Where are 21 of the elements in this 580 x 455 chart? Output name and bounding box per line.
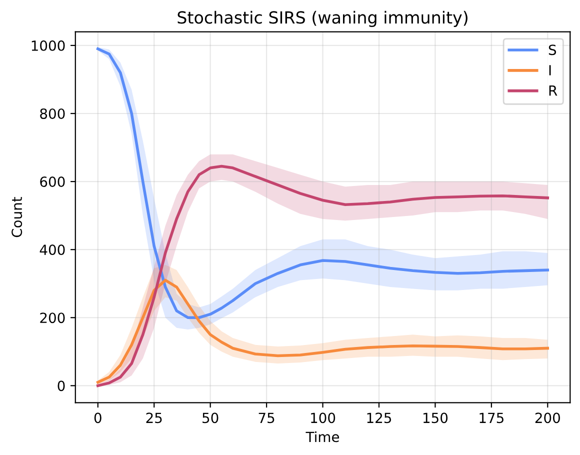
- x-tick-label: 0: [94, 412, 102, 424]
- x-tick-label: 25: [146, 412, 162, 424]
- x-tick-label: 100: [311, 412, 336, 424]
- legend-label: S: [548, 44, 556, 56]
- y-axis-title: Count: [12, 196, 22, 238]
- chart-title: Stochastic SIRS (waning immunity): [178, 10, 468, 27]
- legend-label: R: [549, 86, 558, 96]
- y-tick-label: 0: [58, 380, 65, 392]
- y-tick-label: 1000: [32, 40, 65, 51]
- y-tick-label: 400: [40, 244, 65, 256]
- x-axis-title: Time: [306, 431, 340, 442]
- x-tick-label: 175: [480, 412, 504, 424]
- legend-label: I: [549, 65, 551, 76]
- x-tick-label: 50: [202, 412, 218, 424]
- x-tick-label: 200: [535, 412, 560, 424]
- y-tick-label: 600: [40, 176, 65, 188]
- y-tick-label: 800: [40, 108, 65, 119]
- x-tick-label: 150: [423, 412, 448, 424]
- x-tick-label: 75: [258, 412, 274, 424]
- y-tick-label: 200: [40, 312, 65, 324]
- x-tick-label: 125: [367, 412, 392, 424]
